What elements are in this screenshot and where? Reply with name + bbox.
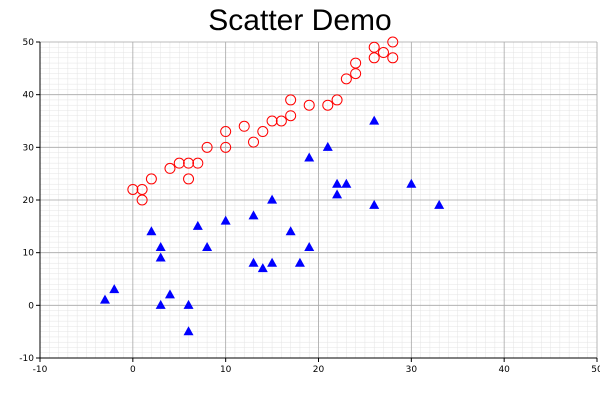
circle-point <box>368 41 380 53</box>
triangle-point <box>341 178 352 188</box>
circle-point <box>322 99 334 111</box>
triangle-point <box>322 141 333 151</box>
x-tick-label: 50 <box>591 365 600 375</box>
circle-point <box>127 183 139 195</box>
triangle-point <box>220 215 231 225</box>
triangle-point <box>369 199 380 209</box>
triangle-point <box>164 289 175 299</box>
data-series <box>99 36 445 336</box>
y-tick-label: 10 <box>23 249 35 259</box>
x-tick-label: 0 <box>130 365 136 375</box>
x-tick-label: 10 <box>220 365 232 375</box>
circle-point <box>340 73 352 85</box>
triangle-point <box>332 178 343 188</box>
circle-point <box>183 173 195 185</box>
y-tick-label: -10 <box>19 354 34 364</box>
circle-point <box>164 162 176 174</box>
triangle-point <box>434 199 445 209</box>
circle-point <box>377 47 389 59</box>
triangle-point <box>183 326 194 336</box>
circle-point <box>220 126 232 138</box>
y-tick-label: 40 <box>23 91 35 101</box>
x-tick-label: 20 <box>313 365 325 375</box>
circle-point <box>183 157 195 169</box>
triangle-point <box>294 257 305 267</box>
triangle-point <box>155 252 166 262</box>
triangle-point <box>248 210 259 220</box>
circle-point <box>136 194 148 206</box>
triangle-point <box>304 242 315 251</box>
triangle-point <box>146 226 157 236</box>
circle-point <box>275 115 287 127</box>
triangle-point <box>257 263 268 273</box>
triangle-point <box>109 284 120 294</box>
triangle-point <box>332 189 343 199</box>
y-tick-label: 50 <box>23 38 35 48</box>
circle-point <box>248 136 260 148</box>
circle-point <box>220 141 232 153</box>
circle-point <box>285 94 297 106</box>
circle-point <box>285 110 297 122</box>
triangle-point <box>285 226 296 236</box>
triangle-point <box>192 220 203 230</box>
circle-point <box>387 36 399 48</box>
triangle-point <box>183 299 194 309</box>
y-tick-label: 0 <box>28 301 34 311</box>
chart-title: Scatter Demo <box>208 4 391 37</box>
x-tick-label: -10 <box>33 365 48 375</box>
triangle-point <box>248 257 259 267</box>
axes <box>36 41 598 362</box>
triangle-point <box>155 299 166 309</box>
tick-labels: -10 0 10 20 30 40 50 -10 0 10 20 30 40 50 <box>19 38 600 375</box>
circle-point <box>173 157 185 169</box>
x-tick-label: 40 <box>498 365 510 375</box>
y-tick-label: 30 <box>23 143 35 153</box>
triangle-point <box>267 194 278 204</box>
triangle-point <box>267 257 278 267</box>
circle-point <box>350 68 362 80</box>
triangle-point <box>304 152 315 162</box>
circle-point <box>192 157 204 169</box>
circle-point <box>331 94 343 106</box>
triangle-point <box>99 294 110 304</box>
circle-point <box>368 52 380 64</box>
series-2 <box>99 115 445 336</box>
triangle-point <box>155 242 166 251</box>
grid <box>39 41 598 359</box>
circle-point <box>387 52 399 64</box>
circle-point <box>350 57 362 69</box>
series-1 <box>127 36 399 206</box>
y-tick-label: 20 <box>23 196 35 206</box>
triangle-point <box>202 242 213 251</box>
triangle-point <box>369 115 380 125</box>
circle-point <box>238 120 250 132</box>
circle-point <box>136 183 148 195</box>
circle-point <box>145 173 157 185</box>
circle-point <box>303 99 315 111</box>
circle-point <box>257 126 269 138</box>
triangle-point <box>406 178 417 188</box>
circle-point <box>201 141 213 153</box>
circle-point <box>266 115 278 127</box>
x-tick-label: 30 <box>406 365 418 375</box>
